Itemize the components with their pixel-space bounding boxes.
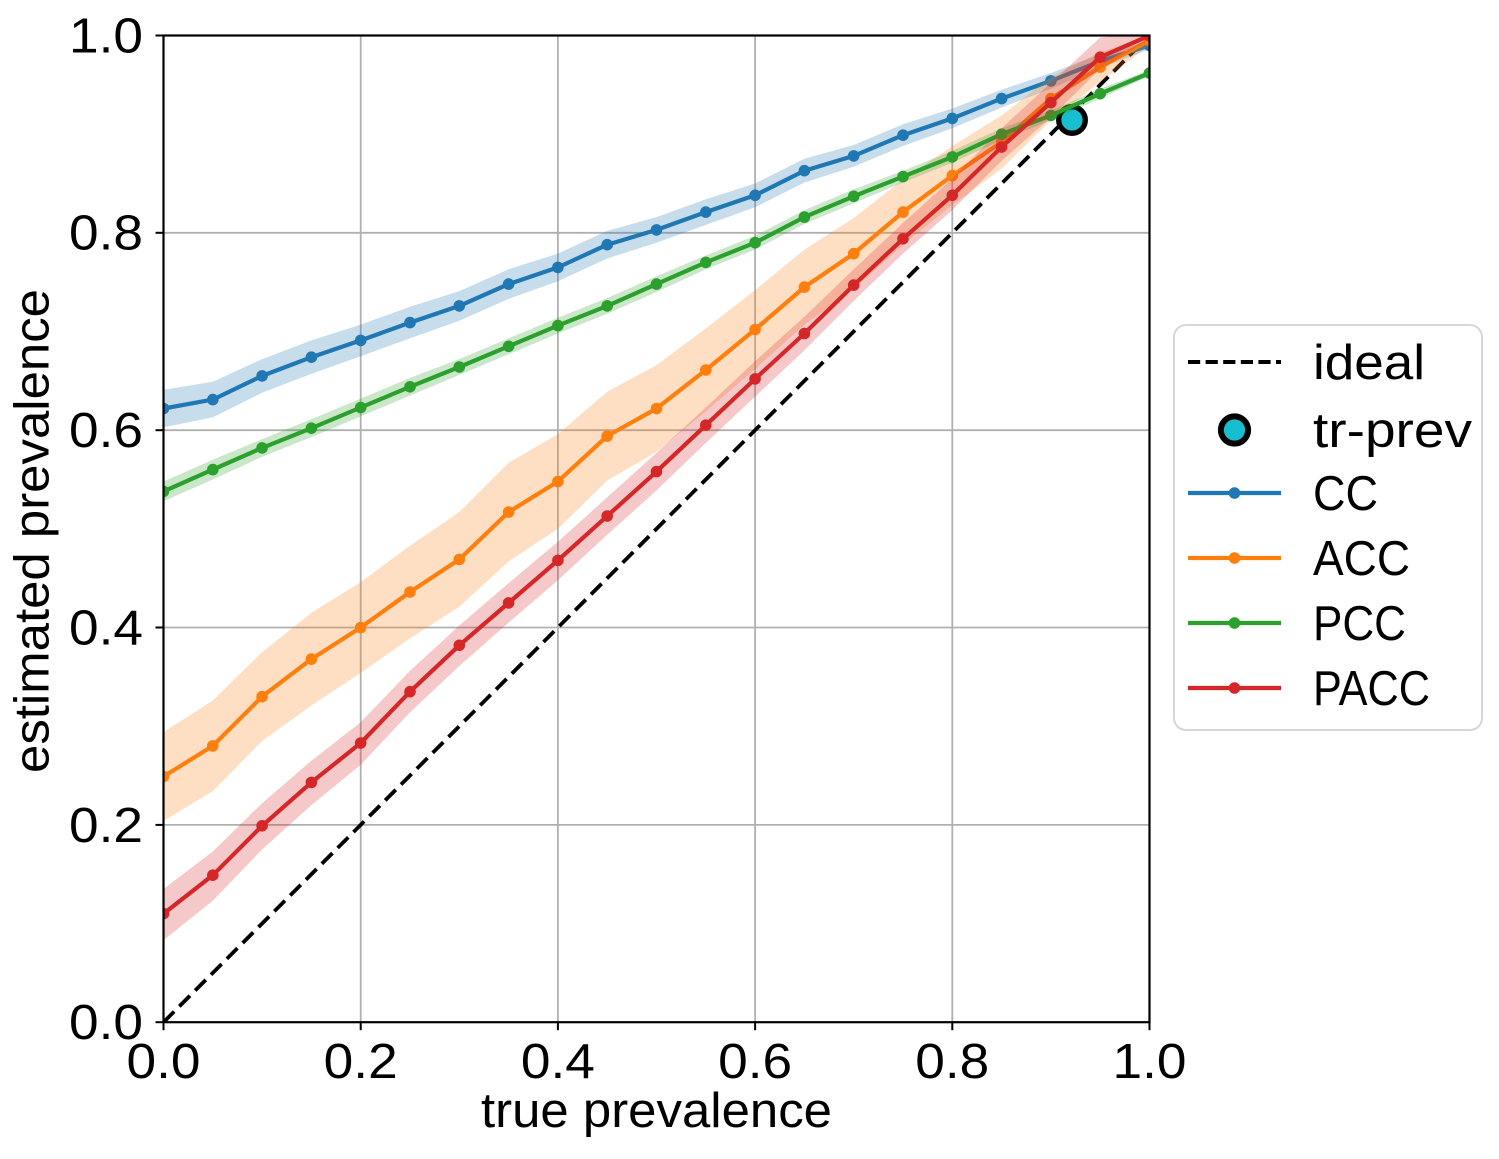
- svg-text:0.8: 0.8: [69, 207, 143, 261]
- svg-text:ideal: ideal: [1313, 336, 1425, 390]
- svg-text:ACC: ACC: [1313, 532, 1410, 586]
- svg-text:1.0: 1.0: [1113, 1035, 1187, 1089]
- svg-text:0.4: 0.4: [521, 1035, 595, 1089]
- svg-text:0.0: 0.0: [69, 996, 143, 1050]
- svg-text:0.6: 0.6: [69, 404, 143, 458]
- svg-text:0.2: 0.2: [324, 1035, 398, 1089]
- svg-text:0.4: 0.4: [69, 601, 143, 655]
- svg-text:tr-prev: tr-prev: [1313, 404, 1473, 458]
- svg-text:true prevalence: true prevalence: [481, 1084, 832, 1138]
- svg-text:0.2: 0.2: [69, 799, 143, 853]
- svg-text:0.6: 0.6: [718, 1035, 792, 1089]
- svg-text:PACC: PACC: [1313, 662, 1430, 716]
- svg-text:estimated prevalence: estimated prevalence: [6, 289, 60, 773]
- svg-text:1.0: 1.0: [69, 9, 143, 63]
- svg-text:0.8: 0.8: [915, 1035, 989, 1089]
- svg-text:PCC: PCC: [1313, 597, 1406, 651]
- svg-text:0.0: 0.0: [127, 1035, 201, 1089]
- svg-text:CC: CC: [1313, 467, 1378, 521]
